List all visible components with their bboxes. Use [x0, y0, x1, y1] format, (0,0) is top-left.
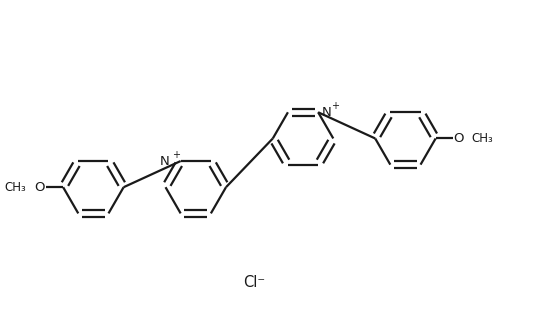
- Text: +: +: [172, 150, 180, 160]
- Text: O: O: [35, 181, 45, 194]
- Text: CH₃: CH₃: [471, 132, 493, 145]
- Text: N: N: [321, 106, 331, 119]
- Text: Cl⁻: Cl⁻: [243, 275, 265, 290]
- Text: N: N: [160, 155, 170, 167]
- Text: O: O: [454, 132, 464, 145]
- Text: CH₃: CH₃: [5, 181, 27, 194]
- Text: +: +: [331, 101, 339, 111]
